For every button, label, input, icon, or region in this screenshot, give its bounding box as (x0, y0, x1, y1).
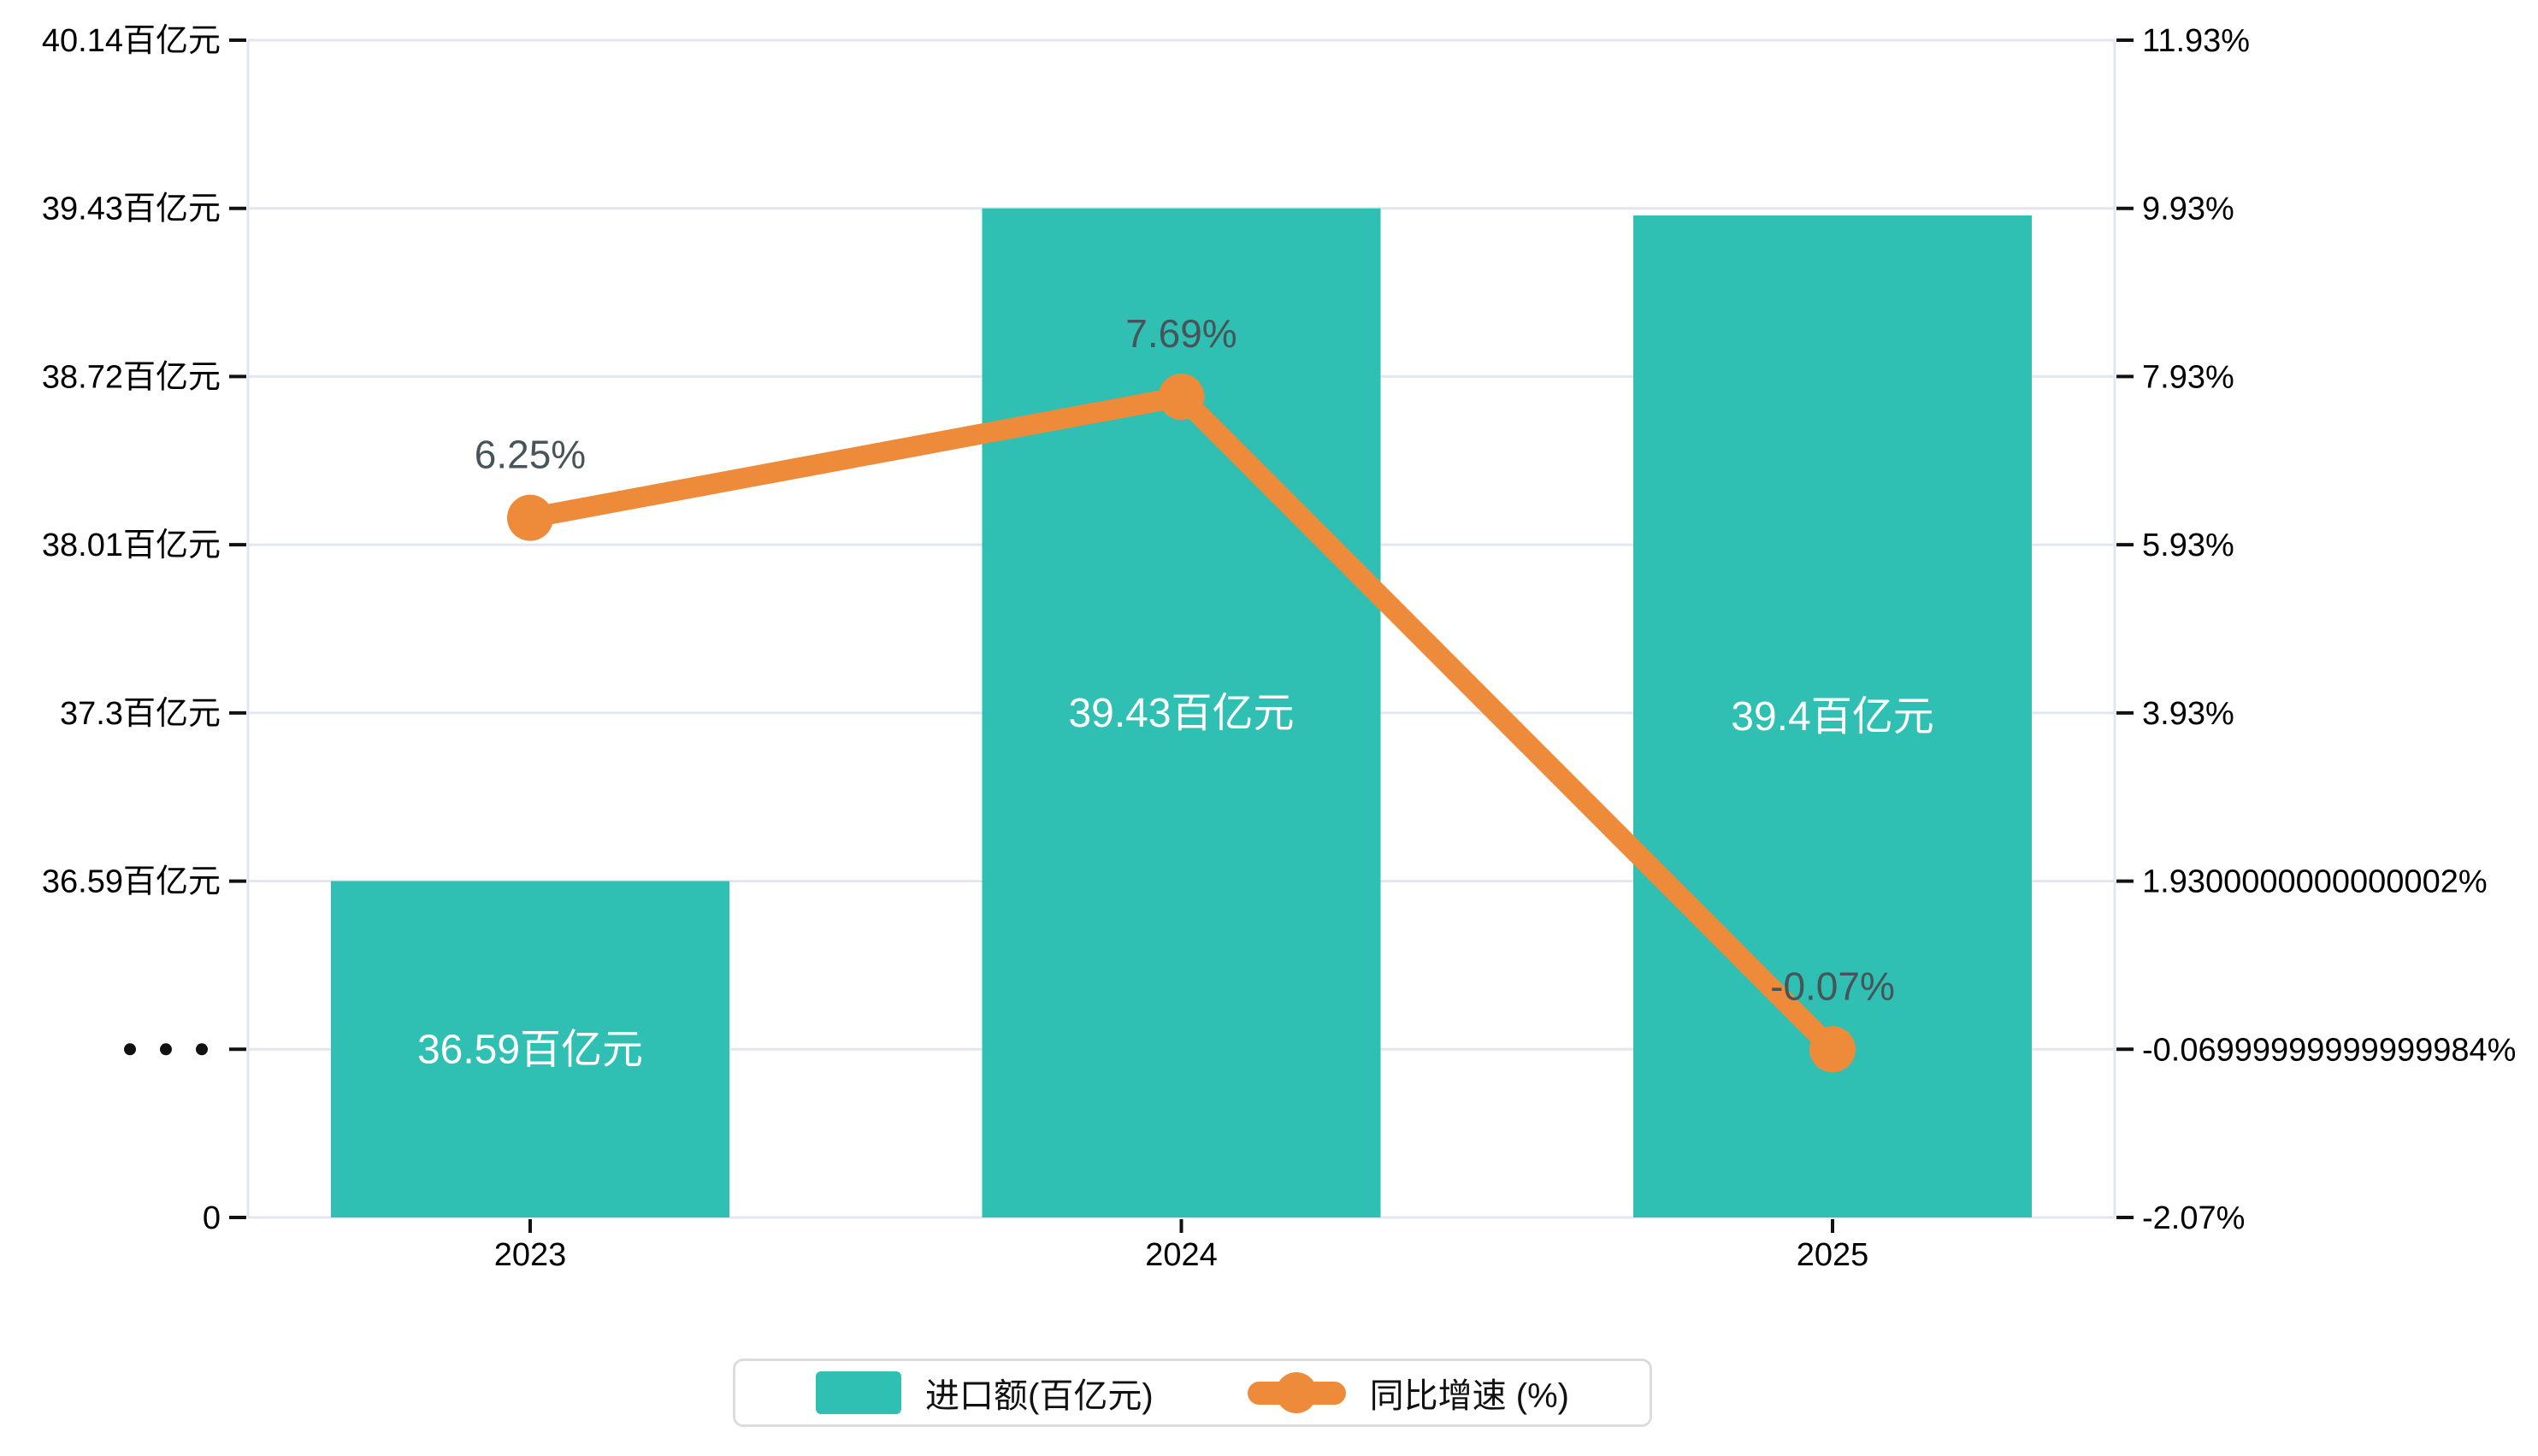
line-point-2023[interactable] (507, 494, 553, 541)
left-axis-break-dot-icon (124, 1043, 136, 1056)
bar-value-label: 39.4百亿元 (1731, 694, 1933, 740)
right-axis-tick-label: 1.9300000000000002% (2142, 864, 2488, 900)
legend: 进口额(百亿元) 同比增速 (%) (733, 1359, 1652, 1427)
right-axis-tick-label: 7.93% (2142, 359, 2234, 395)
line-value-label: 7.69% (1125, 311, 1237, 356)
bar-series-swatch-icon (816, 1371, 902, 1414)
bar-2023[interactable] (331, 881, 729, 1217)
line-point-2024[interactable] (1158, 374, 1205, 421)
right-axis-tick-label: 11.93% (2142, 23, 2250, 59)
x-axis-tick-label: 2023 (494, 1237, 567, 1273)
bar-series-legend-label: 进口额(百亿元) (925, 1377, 1154, 1415)
left-axis-break-dot-icon (160, 1043, 172, 1056)
right-axis-tick-label: 3.93% (2142, 696, 2234, 732)
line-point-2025[interactable] (1809, 1026, 1856, 1073)
left-axis-tick-label: 40.14百亿元 (42, 23, 221, 59)
left-axis-break-dot-icon (196, 1043, 208, 1056)
x-axis-tick-label: 2024 (1145, 1237, 1218, 1273)
legend-item-yoy-growth[interactable]: 同比增速 (%) (1247, 1368, 1569, 1418)
line-series-marker-icon (1247, 1372, 1346, 1413)
line-series-legend-label: 同比增速 (%) (1369, 1377, 1569, 1415)
line-marker-dot-icon (1276, 1372, 1318, 1413)
right-axis-tick-label: 5.93% (2142, 528, 2234, 563)
left-axis-tick-label: 38.01百亿元 (42, 528, 221, 563)
left-axis-tick-label: 36.59百亿元 (42, 864, 221, 900)
left-axis-tick-label: 0 (203, 1200, 221, 1236)
right-axis-tick-label: -2.07% (2142, 1200, 2245, 1236)
left-axis-tick-label: 37.3百亿元 (60, 696, 221, 732)
left-axis-tick-label: 39.43百亿元 (42, 192, 221, 227)
bar-value-label: 36.59百亿元 (417, 1027, 643, 1072)
x-axis-tick-label: 2025 (1797, 1237, 1869, 1273)
line-value-label: -0.07% (1770, 964, 1895, 1008)
legend-item-import-amount[interactable]: 进口额(百亿元) (816, 1368, 1154, 1418)
right-axis-tick-label: -0.06999999999999984% (2142, 1032, 2516, 1068)
line-value-label: 6.25% (475, 433, 586, 477)
left-axis-tick-label: 38.72百亿元 (42, 359, 221, 395)
right-axis-tick-label: 9.93% (2142, 192, 2234, 227)
bar-value-label: 39.43百亿元 (1068, 691, 1294, 736)
